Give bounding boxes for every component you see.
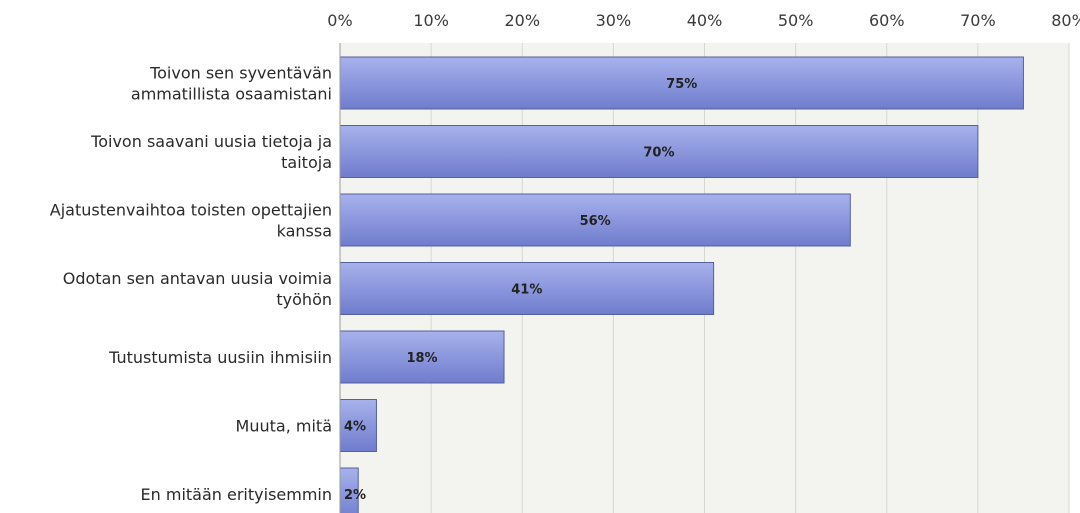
bar <box>339 56 1024 110</box>
x-tick-label: 20% <box>504 11 540 30</box>
category-label: Ajatustenvaihtoa toisten opettajien <box>50 201 332 220</box>
category-label: En mitään erityisemmin <box>141 485 332 504</box>
x-tick-label: 60% <box>869 11 905 30</box>
category-label: kanssa <box>277 222 332 241</box>
bar <box>339 399 377 452</box>
bar <box>339 262 715 315</box>
category-label: Muuta, mitä <box>236 417 332 436</box>
category-label: ammatillista osaamistani <box>131 85 332 104</box>
bar-data-label: 4% <box>344 420 366 435</box>
category-label: Toivon saavani uusia tietoja ja <box>90 132 332 151</box>
bar <box>339 125 979 178</box>
category-label: taitoja <box>281 153 332 172</box>
bar-data-label: 18% <box>406 351 437 366</box>
bar <box>339 193 851 247</box>
bars: 75% 70% 56% 41% 18% 4% 2% <box>339 56 1024 513</box>
category-labels: Toivon sen syventävän ammatillista osaami… <box>50 64 332 505</box>
bar <box>339 330 505 384</box>
category-label: Odotan sen antavan uusia voimia <box>63 269 332 288</box>
bar-data-label: 56% <box>580 214 611 229</box>
category-label: Toivon sen syventävän <box>149 64 332 83</box>
bar-data-label: 41% <box>511 283 542 298</box>
x-tick-label: 10% <box>413 11 449 30</box>
x-tick-label: 80% <box>1051 11 1080 30</box>
x-tick-label: 0% <box>327 11 352 30</box>
bar-data-label: 70% <box>643 146 674 161</box>
x-tick-label: 40% <box>687 11 723 30</box>
category-label: Tutustumista uusiin ihmisiin <box>108 348 332 367</box>
bar-data-label: 75% <box>666 77 697 92</box>
x-tick-label: 30% <box>596 11 632 30</box>
x-axis-ticks: 0% 10% 20% 30% 40% 50% 60% 70% 80% <box>327 11 1080 30</box>
bar-data-label: 2% <box>344 488 366 503</box>
category-label: työhön <box>276 290 332 309</box>
x-tick-label: 70% <box>960 11 996 30</box>
x-tick-label: 50% <box>778 11 814 30</box>
